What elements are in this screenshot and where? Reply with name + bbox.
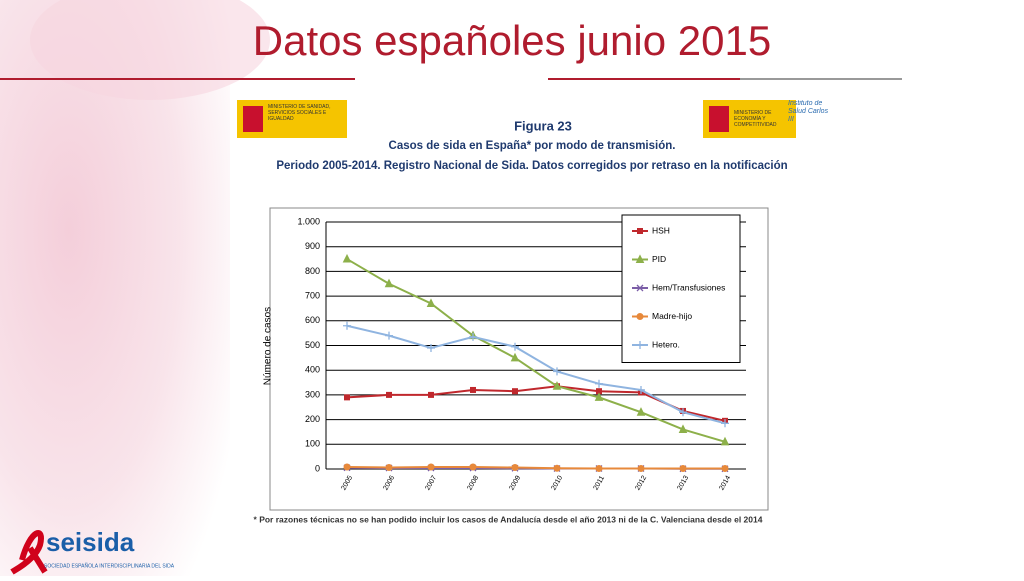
data-point	[469, 332, 477, 341]
data-point	[511, 342, 519, 351]
y-tick-label: 900	[305, 241, 320, 251]
data-point	[721, 465, 729, 473]
data-point	[428, 391, 434, 398]
data-point	[721, 419, 729, 428]
y-tick-label: 300	[305, 389, 320, 399]
logo-text-box: MINISTERIO DE ECONOMÍA Y COMPETITIVIDAD	[734, 110, 777, 128]
y-tick-label: 800	[305, 266, 320, 276]
data-point	[595, 379, 603, 388]
series-line	[346, 324, 726, 425]
data-point	[469, 463, 477, 471]
brand-subtitle: SOCIEDAD ESPAÑOLA INTERDISCIPLINARIA DEL…	[44, 562, 175, 569]
logo-text-box: Instituto de Salud Carlos III	[788, 100, 829, 123]
data-point	[470, 386, 476, 393]
legend-label: Hetero.	[652, 339, 680, 349]
data-point	[427, 463, 435, 471]
figure-subtitle: Periodo 2005-2014. Registro Nacional de …	[276, 160, 787, 172]
series-line	[346, 466, 725, 470]
data-point	[426, 298, 436, 308]
y-tick-label: 1.000	[297, 216, 320, 226]
legend-label: Hem/Transfusiones	[652, 282, 725, 292]
figure-number: Figura 23	[514, 118, 572, 133]
data-point	[595, 465, 603, 473]
figure-title: Casos de sida en España* por modo de tra…	[389, 140, 676, 152]
data-point	[553, 464, 561, 472]
legend-marker	[636, 341, 644, 349]
ribbon	[10, 530, 48, 575]
footnote: * Por razones técnicas no se han podido …	[254, 514, 763, 524]
data-point	[344, 394, 350, 401]
legend-marker	[635, 254, 645, 263]
brand: seisida	[46, 527, 135, 557]
data-point	[553, 367, 561, 376]
logo-text: MINISTERIO DE ECONOMÍA Y COMPETITIVIDAD	[734, 110, 777, 128]
data-point	[636, 407, 646, 416]
logo-text: Instituto de Salud Carlos III	[788, 100, 829, 123]
watercolor	[30, 0, 270, 100]
data-point	[552, 381, 562, 390]
y-tick-label: 0	[315, 463, 320, 473]
data-point	[385, 464, 393, 472]
legend-marker	[636, 313, 644, 320]
data-point	[386, 391, 392, 398]
y-tick-label: 400	[305, 365, 320, 375]
y-tick-label: 700	[305, 290, 320, 300]
y-tick-label: 600	[305, 315, 320, 325]
data-point	[512, 388, 518, 395]
shield	[709, 106, 729, 132]
legend-label: PID	[652, 254, 666, 264]
data-point	[637, 385, 645, 394]
shield	[243, 106, 263, 132]
data-point	[679, 408, 687, 417]
data-point	[678, 424, 688, 433]
y-tick-label: 500	[305, 340, 320, 350]
data-point	[385, 331, 393, 340]
legend-marker	[637, 228, 643, 234]
data-point	[720, 436, 730, 446]
series-line	[346, 258, 726, 443]
logo-text-box: MINISTERIO DE SANIDAD, SERVICIOS SOCIALE…	[268, 104, 331, 122]
data-point	[594, 392, 604, 401]
data-point	[342, 253, 352, 263]
data-point	[384, 278, 394, 288]
legend-label: Madre-hijo	[652, 311, 692, 321]
data-point	[343, 321, 351, 330]
y-tick-label: 200	[305, 414, 320, 424]
legend-marker	[636, 284, 644, 292]
y-tick-label: 100	[305, 439, 320, 449]
slide-title: Datos españoles junio 2015	[253, 17, 771, 64]
data-point	[343, 463, 351, 471]
y-axis-label: Número de casos	[263, 307, 274, 385]
data-point	[637, 465, 645, 473]
data-point	[511, 464, 519, 472]
data-point	[427, 343, 435, 352]
data-point	[679, 465, 687, 473]
data-point	[510, 352, 520, 362]
logo-text: MINISTERIO DE SANIDAD, SERVICIOS SOCIALE…	[268, 104, 331, 122]
legend-label: HSH	[652, 225, 670, 235]
